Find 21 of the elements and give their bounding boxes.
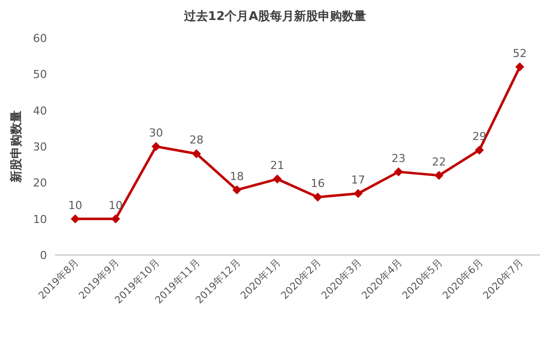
- ytick: 30: [33, 140, 47, 154]
- data-label: 16: [310, 177, 325, 190]
- ytick: 20: [33, 176, 47, 190]
- data-label: 22: [432, 155, 446, 168]
- data-label: 10: [108, 198, 123, 212]
- title: 过去12个月A股每月新股申购数量: [184, 9, 366, 23]
- data-label: 18: [230, 170, 244, 183]
- data-label: 29: [472, 130, 486, 144]
- ylabel: 新股申购数量: [9, 110, 23, 182]
- data-label: 10: [68, 198, 82, 212]
- ytick: 40: [33, 104, 47, 118]
- data-label: 21: [270, 159, 284, 172]
- data-label: 23: [392, 152, 406, 165]
- data-label: 52: [512, 46, 527, 60]
- ytick: 0: [40, 249, 47, 262]
- ytick: 10: [33, 212, 47, 226]
- data-label: 30: [149, 126, 164, 140]
- ytick: 50: [33, 68, 47, 82]
- data-label: 28: [189, 134, 204, 147]
- ytick: 60: [33, 32, 47, 45]
- data-label: 17: [351, 174, 366, 187]
